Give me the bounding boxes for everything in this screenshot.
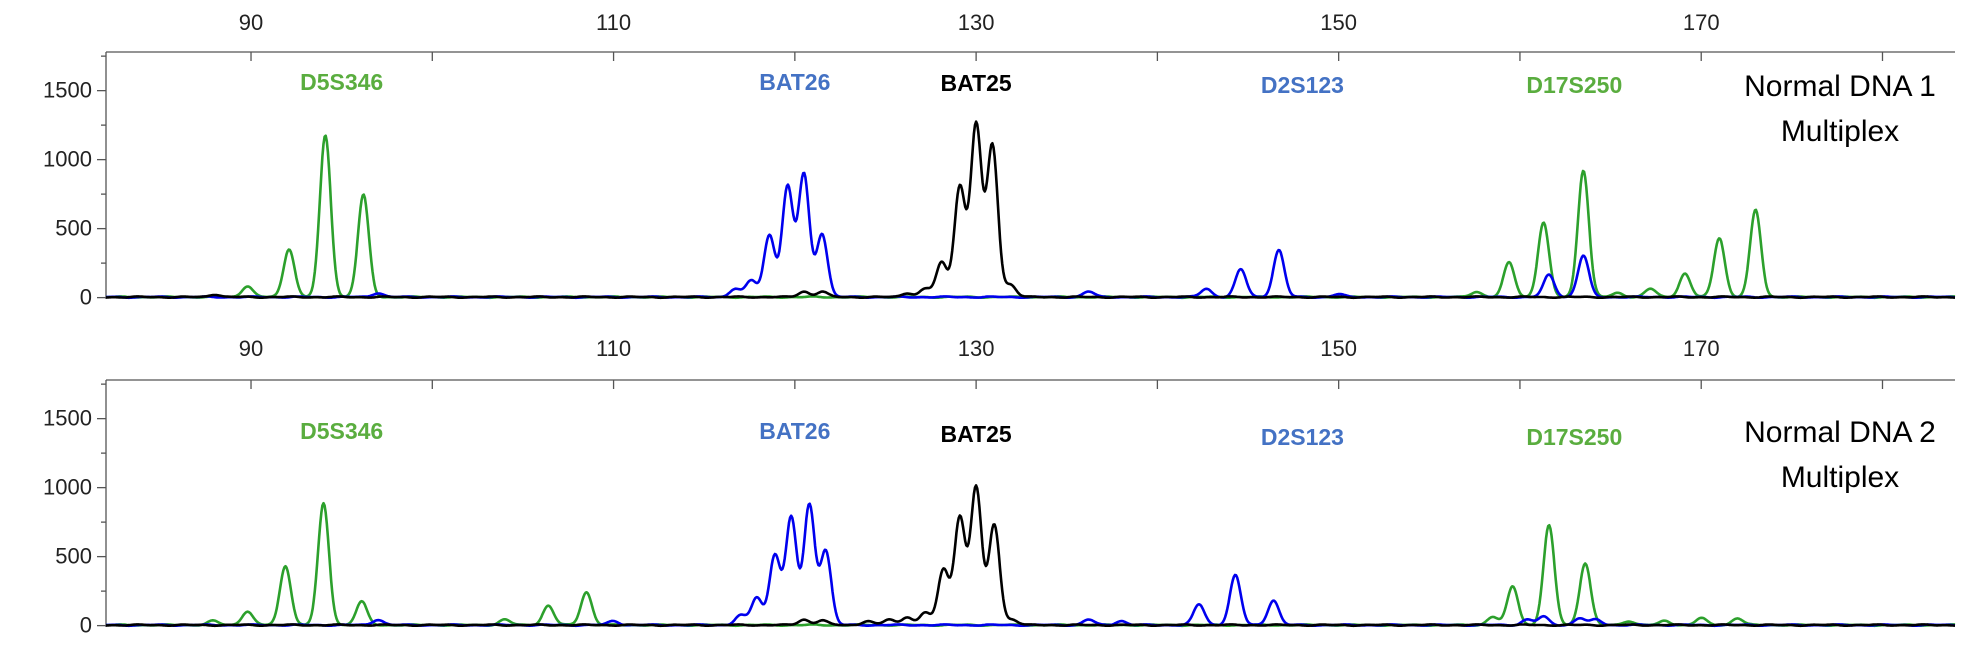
trace-line — [105, 501, 1956, 628]
trace-line — [105, 502, 1956, 628]
y-tick-label: 1500 — [43, 406, 92, 431]
marker-label: D17S250 — [1526, 424, 1622, 450]
trace-line — [105, 171, 1956, 300]
marker-label: D5S346 — [300, 418, 383, 444]
x-tick-label: 170 — [1683, 10, 1720, 35]
chart-panel: 90 110 130 150 170 0 500 1000 1500 D5S346 BAT26 BAT… — [43, 336, 1956, 638]
x-tick-label: 130 — [958, 10, 995, 35]
marker-label: D5S346 — [300, 69, 383, 95]
chart-panel: 90 110 130 150 170 0 500 1000 1500 D5S346 BAT26 BAT… — [43, 10, 1956, 310]
sample-label: Multiplex — [1781, 461, 1899, 494]
y-tick-label: 500 — [55, 216, 92, 241]
marker-label: BAT26 — [759, 69, 830, 95]
y-tick-label: 500 — [55, 544, 92, 569]
y-tick-label: 1000 — [43, 475, 92, 500]
marker-label: BAT25 — [941, 421, 1012, 447]
trace-line — [105, 484, 1956, 628]
sample-label: Normal DNA 1 — [1744, 70, 1936, 103]
trace-line — [105, 134, 1956, 300]
marker-label: BAT25 — [941, 70, 1012, 96]
marker-label: BAT26 — [759, 418, 830, 444]
y-tick-label: 0 — [80, 613, 92, 638]
y-tick-label: 0 — [80, 285, 92, 310]
x-tick-label: 90 — [239, 10, 263, 35]
x-tick-label: 130 — [958, 336, 995, 361]
sample-label: Multiplex — [1781, 115, 1899, 148]
marker-label: D17S250 — [1526, 72, 1622, 98]
marker-label: D2S123 — [1261, 72, 1344, 98]
x-tick-label: 170 — [1683, 336, 1720, 361]
x-tick-label: 90 — [239, 336, 263, 361]
y-tick-label: 1000 — [43, 147, 92, 172]
sample-label: Normal DNA 2 — [1744, 416, 1936, 449]
y-tick-label: 1500 — [43, 78, 92, 103]
x-tick-label: 110 — [596, 336, 631, 361]
x-tick-label: 110 — [596, 10, 631, 35]
trace-line — [105, 120, 1956, 300]
x-tick-label: 150 — [1320, 336, 1357, 361]
marker-label: D2S123 — [1261, 424, 1344, 450]
x-tick-label: 150 — [1320, 10, 1357, 35]
